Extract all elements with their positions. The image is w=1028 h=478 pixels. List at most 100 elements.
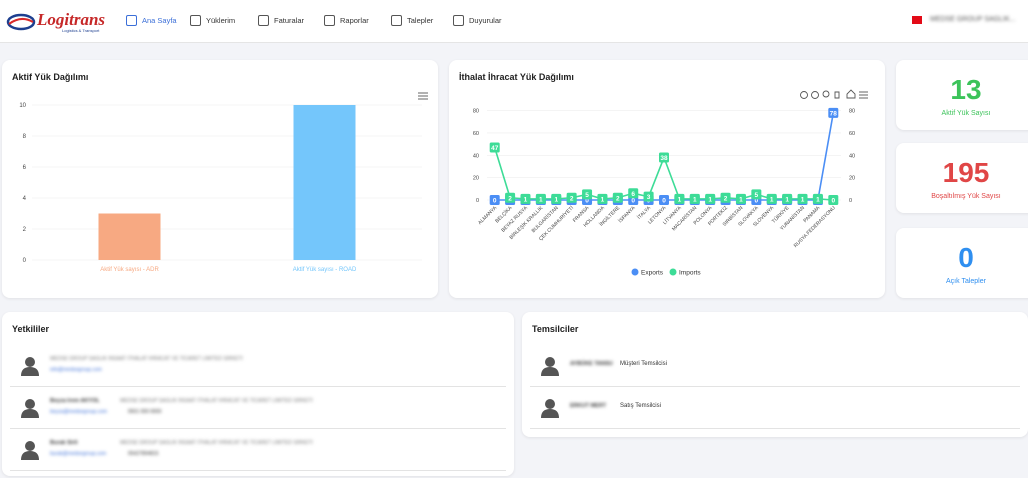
- value-label: 1: [801, 196, 805, 203]
- value-label-box[interactable]: [566, 192, 577, 203]
- person-company: MEDSE GROUP SAGLIK INSAAT ITHALAT IHRACA…: [50, 356, 243, 362]
- nav-item[interactable]: Yüklerim: [206, 16, 236, 25]
- person-email[interactable]: burak@medsegroup.com: [50, 451, 107, 457]
- nav-icon: [453, 15, 464, 26]
- stat-label: Açık Talepler: [946, 278, 986, 285]
- value-label: 2: [616, 195, 620, 202]
- value-label-box[interactable]: [705, 193, 716, 204]
- value-label: 1: [539, 196, 543, 203]
- value-label-box[interactable]: [643, 191, 654, 202]
- logo-sub: Logistics & Transport: [62, 28, 100, 33]
- flag: [912, 16, 922, 24]
- value-label-box[interactable]: [582, 189, 593, 200]
- person-company: MEDSE GROUP SAGLIK INSAAT ITHALAT IHRACA…: [120, 398, 313, 404]
- value-label-box[interactable]: [828, 107, 839, 118]
- value-label-box[interactable]: [535, 193, 546, 204]
- value-label-box[interactable]: [612, 192, 623, 203]
- value-label-box[interactable]: [782, 193, 793, 204]
- person-row: Beyza Irem AKYOL MEDSE GROUP SAGLIK INSAA…: [10, 388, 506, 429]
- nav-icon: [126, 15, 137, 26]
- value-label: 1: [693, 196, 697, 203]
- value-label: 1: [708, 196, 712, 203]
- value-label-box[interactable]: [735, 193, 746, 204]
- person-row: AYBÜKE TANSU Müşteri Temsilcisi: [530, 346, 1020, 387]
- value-label-box[interactable]: [674, 193, 685, 204]
- nav-icon: [190, 15, 201, 26]
- menu-icon[interactable]: [418, 92, 428, 100]
- value-label: 0: [662, 198, 666, 205]
- stat-card: 195 Boşaltılmış Yük Sayısı: [896, 143, 1028, 213]
- value-label-box[interactable]: [797, 193, 808, 204]
- person-phone: 0501 000 0000: [128, 409, 162, 415]
- value-label: 0: [755, 198, 759, 205]
- legend-label[interactable]: Imports: [679, 270, 701, 277]
- person-name: ERKUT MERT: [570, 403, 607, 409]
- logo[interactable]: Logitrans: [37, 10, 106, 29]
- card: Temsilciler AYBÜKE TANSU Müşteri Temsilci…: [522, 312, 1028, 437]
- value-label: 1: [770, 196, 774, 203]
- value-label: 0: [831, 198, 835, 205]
- legend-swatch[interactable]: [669, 268, 677, 276]
- value-label-box[interactable]: [505, 192, 516, 203]
- avatar-head: [25, 357, 35, 367]
- stat-value: 13: [950, 74, 982, 105]
- y-tick-label: 0: [476, 198, 479, 204]
- value-label-box[interactable]: [489, 142, 500, 153]
- value-label: 38: [660, 155, 668, 162]
- nav-item[interactable]: Talepler: [407, 16, 434, 25]
- avatar-body: [541, 367, 559, 376]
- person-email[interactable]: beyza@medsegroup.com: [50, 409, 108, 415]
- value-label-box[interactable]: [720, 192, 731, 203]
- x-tick-label: Aktif Yük sayısı - ADR: [100, 267, 159, 273]
- bar[interactable]: [293, 105, 356, 260]
- value-label: 1: [678, 196, 682, 203]
- y-tick-label: 4: [23, 196, 27, 202]
- value-label-box[interactable]: [751, 189, 762, 200]
- person-email[interactable]: info@medsegroup.com: [50, 367, 102, 373]
- value-label-box[interactable]: [628, 188, 639, 199]
- nav-item[interactable]: Ana Sayfa: [142, 16, 177, 25]
- bar-chart: 0 2 4 6 8 10 Aktif Yük sayısı - ADR Aktif Yük s…: [19, 92, 428, 273]
- y-tick-label: 40: [473, 153, 479, 159]
- company[interactable]: MEDSE GROUP SAGLIK...: [930, 16, 1016, 23]
- nav-icon: [391, 15, 402, 26]
- stat-label: Aktif Yük Sayısı: [941, 110, 991, 117]
- avatar: [21, 357, 39, 376]
- value-label-box[interactable]: [689, 193, 700, 204]
- value-label: 6: [631, 191, 635, 198]
- person-row: ERKUT MERT Satış Temsilcisi: [530, 388, 1020, 429]
- value-label-box[interactable]: [828, 195, 839, 205]
- value-label-box[interactable]: [659, 195, 669, 205]
- y-tick-label: 2: [23, 227, 27, 233]
- nav-item[interactable]: Faturalar: [274, 16, 305, 25]
- y-tick-label: 8: [23, 134, 27, 140]
- person-role: Müşteri Temsilcisi: [620, 361, 667, 367]
- value-label-box[interactable]: [520, 193, 531, 204]
- value-label: 3: [647, 194, 651, 201]
- value-label-box[interactable]: [659, 152, 669, 163]
- navbar: Logitrans Logistics & Transport Ana Sayf…: [0, 0, 1028, 43]
- value-label-box[interactable]: [489, 195, 500, 205]
- person-name: AYBÜKE TANSU: [570, 361, 613, 367]
- value-label-box[interactable]: [812, 193, 823, 204]
- value-label-box[interactable]: [551, 193, 562, 204]
- stat-value: 0: [958, 242, 974, 273]
- nav-item[interactable]: Duyurular: [469, 16, 502, 25]
- card: Yetkililer MEDSE GROUP SAGLIK INSAAT ITH…: [2, 312, 514, 476]
- value-label: 5: [755, 192, 759, 199]
- nav-item[interactable]: Raporlar: [340, 16, 369, 25]
- bar[interactable]: [98, 213, 161, 261]
- avatar-head: [545, 399, 555, 409]
- value-label: 5: [585, 192, 589, 199]
- stat-value: 195: [942, 157, 990, 188]
- toolbar[interactable]: [800, 89, 869, 99]
- avatar-head: [25, 399, 35, 409]
- legend-swatch[interactable]: [631, 268, 639, 276]
- legend-label[interactable]: Exports: [641, 270, 664, 277]
- value-label-box[interactable]: [766, 193, 777, 204]
- value-label: 1: [785, 196, 789, 203]
- card: İthalat İhracat Yük Dağılımı 0 0 20 20 40 40 6…: [449, 60, 885, 298]
- value-label-box[interactable]: [597, 193, 608, 204]
- person-name: Beyza Irem AKYOL: [50, 398, 100, 404]
